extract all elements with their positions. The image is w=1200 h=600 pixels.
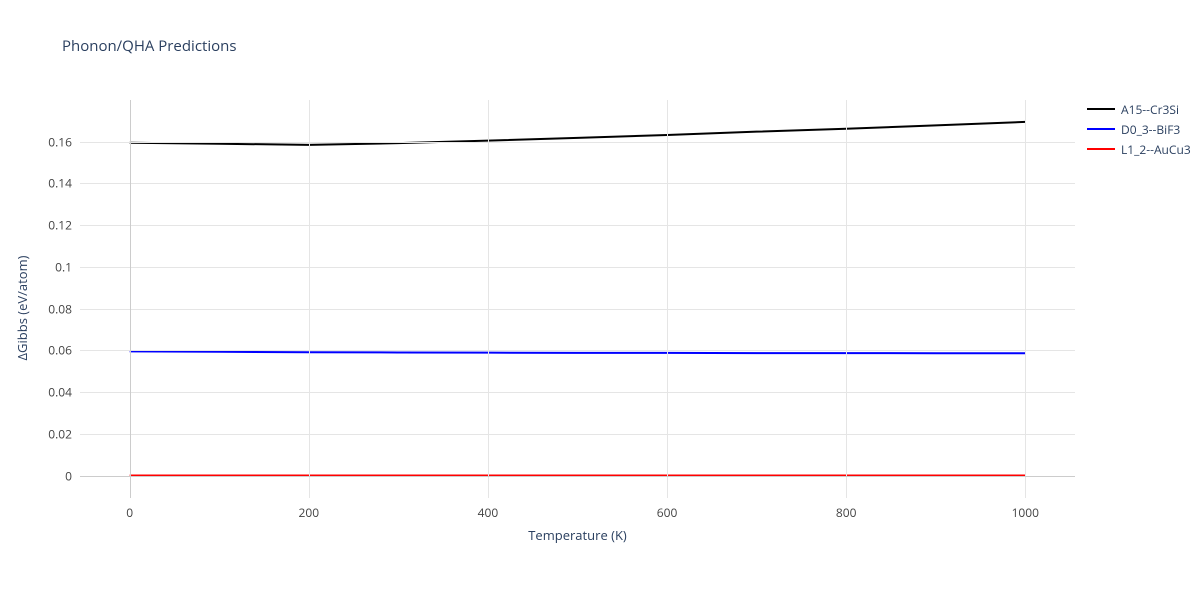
legend-label: L1_2--AuCu3 <box>1121 141 1191 158</box>
legend-item[interactable]: D0_3--BiF3 <box>1087 120 1191 138</box>
y-tick-label: 0.08 <box>0 300 72 317</box>
y-tick-label: 0.16 <box>0 133 72 150</box>
series-line[interactable] <box>130 351 1026 353</box>
legend-label: D0_3--BiF3 <box>1121 121 1180 138</box>
x-tick-label: 1000 <box>1012 504 1039 521</box>
gridline-horizontal <box>80 392 1075 393</box>
x-tick-label: 800 <box>836 504 857 521</box>
chart-title: Phonon/QHA Predictions <box>62 36 237 56</box>
y-tick-label: 0 <box>0 467 72 484</box>
gridline-vertical <box>1025 100 1026 498</box>
plot-area[interactable] <box>80 100 1075 498</box>
gridline-horizontal <box>80 142 1075 143</box>
legend: A15--Cr3Si D0_3--BiF3 L1_2--AuCu3 <box>1087 100 1191 160</box>
gridline-vertical <box>846 100 847 498</box>
gridline-vertical <box>488 100 489 498</box>
x-tick-label: 0 <box>126 504 133 521</box>
gridline-horizontal <box>80 434 1075 435</box>
y-tick-label: 0.1 <box>0 258 72 275</box>
gridline-horizontal <box>80 267 1075 268</box>
series-layer <box>80 100 1075 498</box>
x-axis-title: Temperature (K) <box>528 526 627 544</box>
legend-label: A15--Cr3Si <box>1121 101 1179 118</box>
legend-swatch <box>1087 148 1115 150</box>
legend-item[interactable]: L1_2--AuCu3 <box>1087 140 1191 158</box>
y-tick-label: 0.04 <box>0 384 72 401</box>
y-tick-label: 0.14 <box>0 175 72 192</box>
legend-swatch <box>1087 128 1115 130</box>
gridline-horizontal <box>80 309 1075 310</box>
gridline-vertical <box>309 100 310 498</box>
y-tick-label: 0.02 <box>0 425 72 442</box>
gridline-horizontal <box>80 225 1075 226</box>
x-tick-label: 600 <box>657 504 678 521</box>
y-tick-label: 0.06 <box>0 342 72 359</box>
zeroline-x <box>130 100 131 498</box>
legend-swatch <box>1087 108 1115 110</box>
chart-canvas: Phonon/QHA Predictions 0 200 400 600 800 1000… <box>0 0 1200 600</box>
gridline-vertical <box>667 100 668 498</box>
legend-item[interactable]: A15--Cr3Si <box>1087 100 1191 118</box>
gridline-horizontal <box>80 183 1075 184</box>
x-tick-label: 200 <box>299 504 320 521</box>
y-axis-title: ΔGibbs (eV/atom) <box>13 256 31 361</box>
x-tick-label: 400 <box>478 504 499 521</box>
gridline-horizontal <box>80 350 1075 351</box>
zeroline-y <box>80 476 1075 477</box>
y-tick-label: 0.12 <box>0 217 72 234</box>
